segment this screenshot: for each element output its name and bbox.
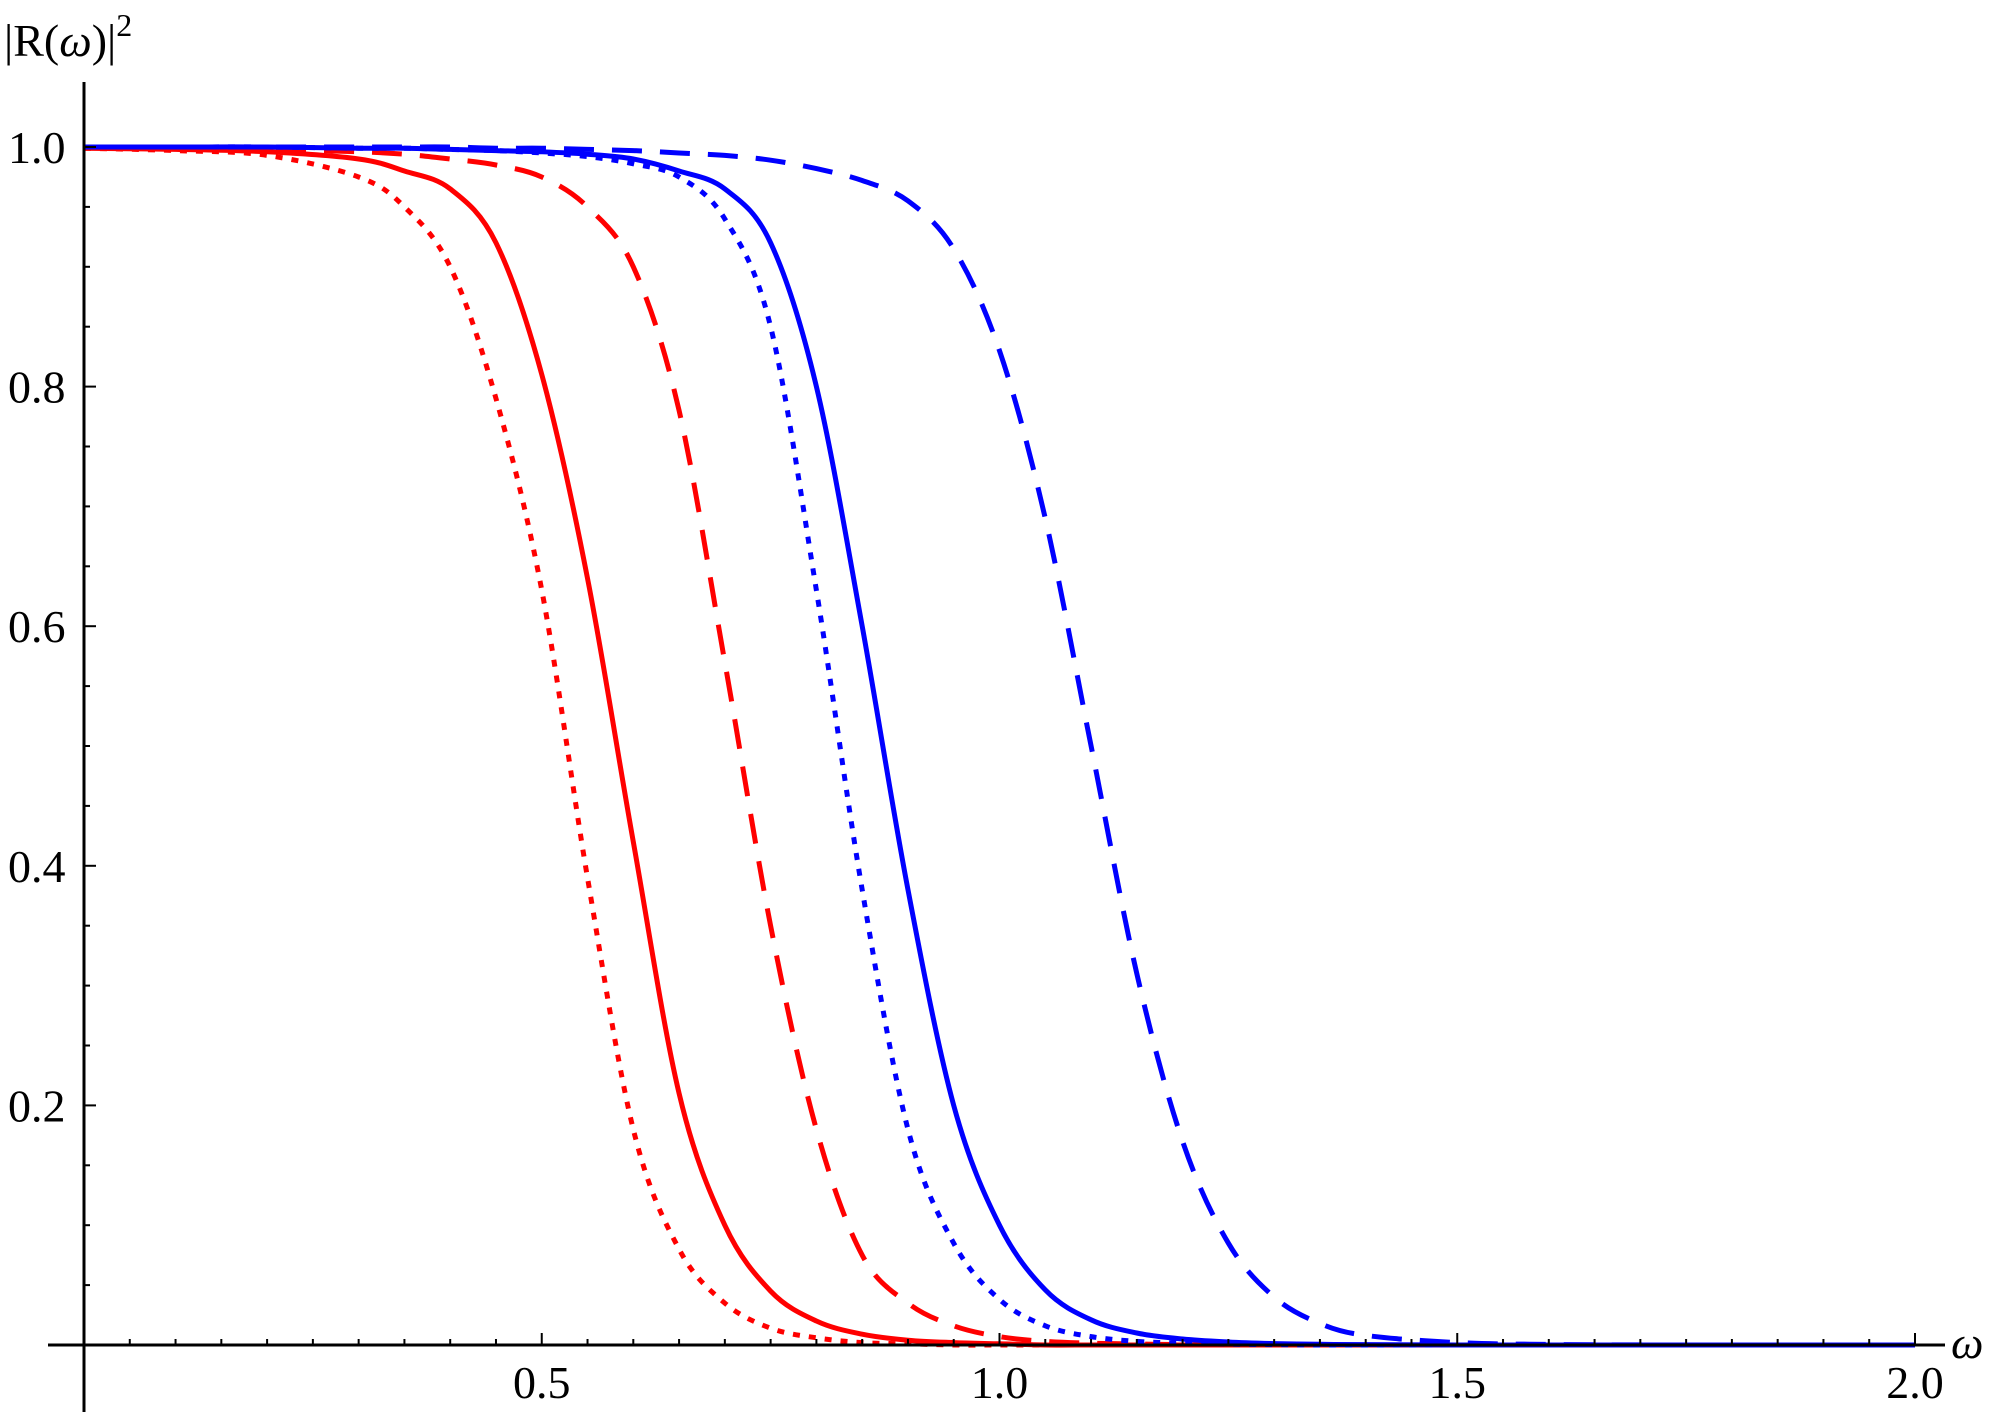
series-line-blue-dashed: [83, 144, 1915, 1348]
y-tick-label: 1.0: [8, 122, 66, 173]
y-axis-title-prefix: |R(: [4, 15, 59, 66]
x-axis-title: ω: [1951, 1317, 1983, 1368]
x-tick-label: 0.5: [513, 1357, 571, 1408]
y-tick-label: 0.4: [8, 841, 66, 892]
y-axis-title-superscript: 2: [116, 7, 132, 43]
y-axis-title-suffix: )|: [92, 15, 117, 66]
x-tick-label: 2.0: [1886, 1357, 1944, 1408]
ticks-layer: 0.5 1.0 1.5 2.0 0.2 0.4 0.6 0.8 1.0: [8, 122, 1944, 1408]
series-line-red-solid: [83, 145, 1915, 1348]
y-tick-label: 0.8: [8, 362, 66, 413]
series-line-red-dashed: [83, 144, 1915, 1348]
y-axis-title-symbol: ω: [59, 15, 91, 66]
series-line-blue-dotted: [83, 144, 1915, 1348]
y-tick-label: 0.6: [8, 601, 66, 652]
axes-layer: [48, 82, 1945, 1412]
y-tick-label: 0.2: [8, 1080, 66, 1131]
series-line-red-dotted: [83, 145, 1915, 1348]
x-tick-label: 1.0: [971, 1357, 1029, 1408]
y-axis-title: |R(ω)|2: [4, 7, 132, 66]
series-line-blue-solid: [83, 144, 1915, 1348]
series-layer: [83, 144, 1915, 1348]
x-tick-label: 1.5: [1429, 1357, 1487, 1408]
